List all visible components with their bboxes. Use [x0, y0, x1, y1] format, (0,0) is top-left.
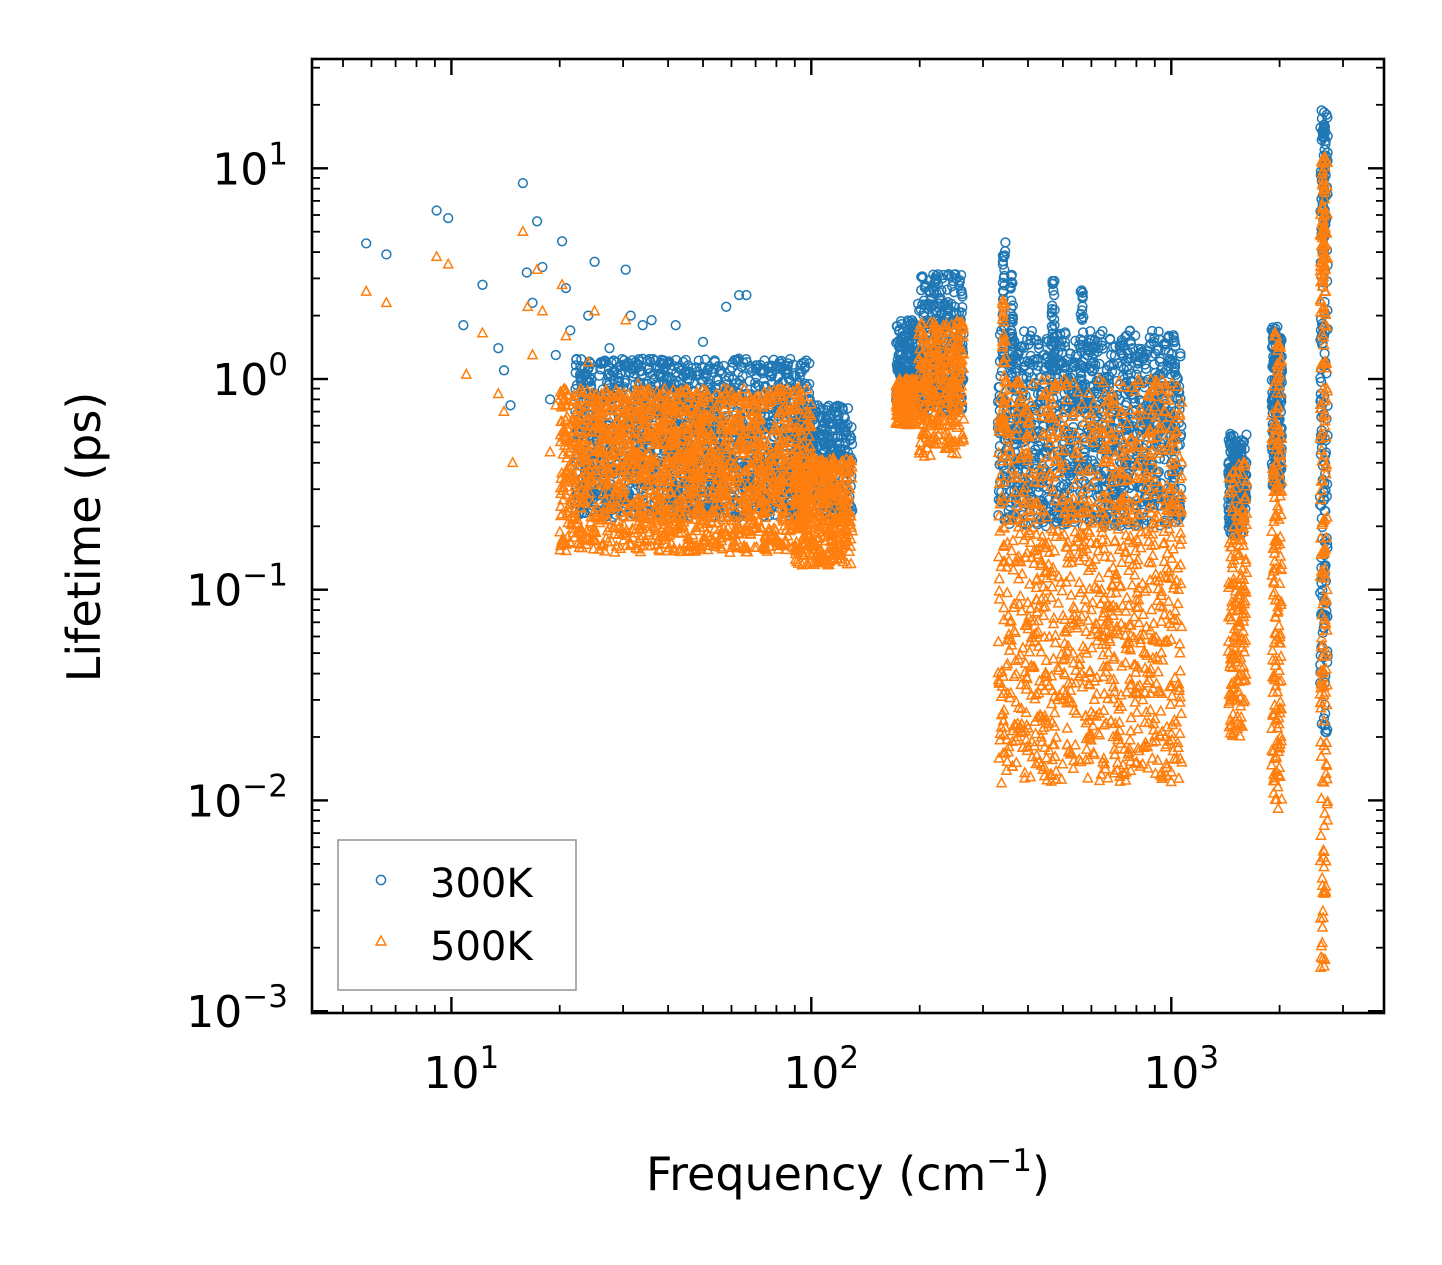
- point-300k-cluster-0: [732, 354, 743, 366]
- point-300k-cluster-1: [820, 441, 832, 452]
- point-300k-cluster-0: [595, 364, 606, 375]
- point-300k-cluster-0: [799, 363, 810, 374]
- point-300k-cluster-0: [657, 358, 668, 369]
- point-300k-cluster-0: [649, 355, 661, 366]
- point-300k-cluster-0: [731, 378, 742, 389]
- point-300k-cluster-0: [654, 363, 665, 374]
- point-300k-cluster-0: [680, 354, 691, 366]
- point-300k-cluster-0: [761, 422, 772, 433]
- scatter-points: [360, 105, 1334, 973]
- point-300k-cluster-0: [794, 371, 805, 383]
- point-300k-cluster-0: [608, 355, 619, 366]
- point-300k-cluster-0: [583, 363, 594, 374]
- point-300k-cluster-0: [745, 361, 756, 372]
- point-300k-cluster-0: [632, 360, 644, 371]
- point-300k-cluster-0: [699, 354, 711, 365]
- point-300k-cluster-0: [629, 368, 640, 379]
- point-300k-cluster-0: [671, 379, 682, 390]
- point-300k-cluster-0: [681, 369, 692, 381]
- point-300k-cluster-0: [686, 363, 698, 374]
- point-300k-cluster-0: [801, 381, 812, 392]
- point-300k-cluster-0: [631, 358, 643, 370]
- point-300k-cluster-0: [773, 361, 784, 372]
- point-300k-cluster-0: [698, 369, 709, 380]
- point-300k-cluster-0: [801, 355, 812, 366]
- point-300k-cluster-0: [771, 360, 783, 371]
- point-300k-cluster-0: [594, 370, 605, 381]
- point-300k-cluster-0: [708, 363, 719, 374]
- point-300k-cluster-0: [714, 366, 725, 378]
- point-300k-cluster-0: [781, 367, 792, 379]
- point-300k-cluster-0: [621, 359, 633, 370]
- point-300k-cluster-0: [571, 354, 582, 365]
- point-300k-cluster-0: [603, 368, 614, 379]
- point-300k-cluster-0: [611, 357, 622, 368]
- point-300k-cluster-0: [788, 370, 799, 381]
- point-300k-cluster-0: [758, 364, 769, 375]
- point-300k-cluster-0: [709, 356, 721, 368]
- point-300k-cluster-0: [644, 368, 655, 379]
- point-300k-cluster-0: [635, 484, 647, 495]
- point-300k-cluster-0: [686, 370, 698, 381]
- point-300k-cluster-0: [673, 361, 684, 372]
- point-300k-cluster-0: [727, 362, 738, 373]
- point-300k-cluster-0: [721, 375, 732, 386]
- point-300k-cluster-0: [570, 360, 582, 371]
- point-300k-cluster-0: [584, 372, 595, 383]
- point-300k-cluster-0: [668, 360, 679, 372]
- point-300k-cluster-0: [764, 366, 775, 378]
- point-300k-cluster-0: [779, 360, 790, 371]
- point-300k-cluster-0: [633, 356, 645, 367]
- point-300k-cluster-0: [574, 369, 586, 380]
- point-300k-cluster-0: [744, 376, 755, 387]
- point-300k-cluster-0: [727, 357, 738, 368]
- point-300k-cluster-0: [619, 361, 631, 372]
